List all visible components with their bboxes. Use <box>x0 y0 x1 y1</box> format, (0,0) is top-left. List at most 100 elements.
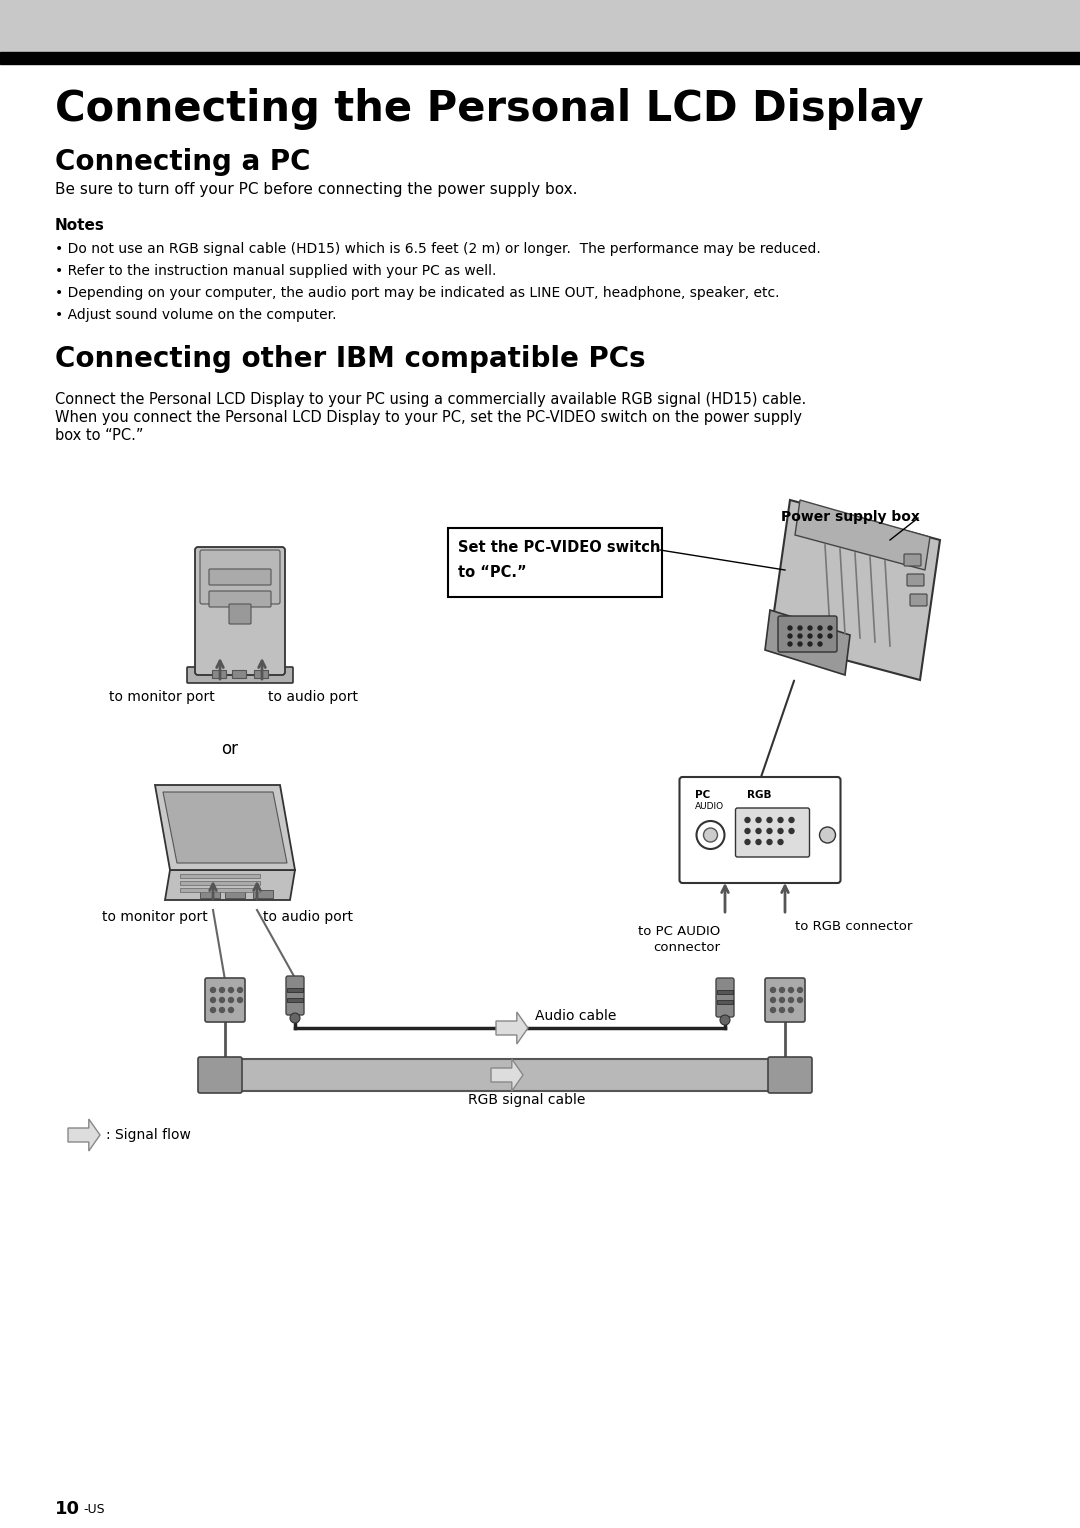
Text: PC: PC <box>694 790 710 801</box>
Circle shape <box>789 817 794 822</box>
Text: • Depending on your computer, the audio port may be indicated as LINE OUT, headp: • Depending on your computer, the audio … <box>55 286 780 299</box>
Polygon shape <box>770 500 940 680</box>
FancyBboxPatch shape <box>910 594 927 607</box>
Polygon shape <box>765 610 850 675</box>
Text: to monitor port: to monitor port <box>109 691 215 704</box>
FancyBboxPatch shape <box>228 1059 782 1091</box>
Text: Connecting other IBM compatible PCs: Connecting other IBM compatible PCs <box>55 345 646 373</box>
Circle shape <box>798 634 802 639</box>
Text: • Refer to the instruction manual supplied with your PC as well.: • Refer to the instruction manual suppli… <box>55 264 497 278</box>
Circle shape <box>756 839 761 845</box>
Circle shape <box>788 634 792 639</box>
Text: AUDIO: AUDIO <box>694 802 724 811</box>
Text: Connecting the Personal LCD Display: Connecting the Personal LCD Display <box>55 89 923 130</box>
Circle shape <box>797 998 802 1002</box>
Circle shape <box>211 987 216 993</box>
Circle shape <box>788 987 794 993</box>
Text: Connect the Personal LCD Display to your PC using a commercially available RGB s: Connect the Personal LCD Display to your… <box>55 393 807 406</box>
Circle shape <box>788 1007 794 1013</box>
Text: box to “PC.”: box to “PC.” <box>55 428 144 443</box>
Circle shape <box>778 817 783 822</box>
Polygon shape <box>163 792 287 863</box>
Polygon shape <box>68 1118 100 1151</box>
Circle shape <box>788 626 792 630</box>
Circle shape <box>818 626 822 630</box>
Circle shape <box>229 998 233 1002</box>
FancyBboxPatch shape <box>210 568 271 585</box>
Text: When you connect the Personal LCD Display to your PC, set the PC-VIDEO switch on: When you connect the Personal LCD Displa… <box>55 410 802 425</box>
Text: to monitor port: to monitor port <box>103 911 208 924</box>
FancyBboxPatch shape <box>200 550 280 604</box>
FancyBboxPatch shape <box>198 1057 242 1093</box>
Circle shape <box>828 626 832 630</box>
Circle shape <box>770 1007 775 1013</box>
Circle shape <box>211 998 216 1002</box>
Text: to audio port: to audio port <box>268 691 357 704</box>
Polygon shape <box>491 1059 523 1091</box>
Circle shape <box>770 998 775 1002</box>
Text: RGB: RGB <box>747 790 772 801</box>
FancyBboxPatch shape <box>735 808 810 857</box>
Circle shape <box>798 626 802 630</box>
Circle shape <box>818 642 822 646</box>
FancyBboxPatch shape <box>716 978 734 1018</box>
Bar <box>200 889 220 898</box>
Text: Notes: Notes <box>55 219 105 232</box>
Circle shape <box>828 634 832 639</box>
Circle shape <box>767 828 772 833</box>
Bar <box>232 669 246 678</box>
Circle shape <box>291 1013 300 1024</box>
Polygon shape <box>496 1012 528 1044</box>
Circle shape <box>780 998 784 1002</box>
Circle shape <box>778 839 783 845</box>
Text: to “PC.”: to “PC.” <box>458 565 527 581</box>
Text: • Do not use an RGB signal cable (HD15) which is 6.5 feet (2 m) or longer.  The : • Do not use an RGB signal cable (HD15) … <box>55 241 821 257</box>
FancyBboxPatch shape <box>205 978 245 1022</box>
Circle shape <box>229 987 233 993</box>
Circle shape <box>697 821 725 850</box>
Bar <box>180 888 260 892</box>
Polygon shape <box>165 869 295 900</box>
Circle shape <box>756 817 761 822</box>
Bar <box>225 889 245 898</box>
Bar <box>0 52 1080 64</box>
Circle shape <box>219 998 225 1002</box>
Circle shape <box>229 1007 233 1013</box>
Circle shape <box>808 642 812 646</box>
Bar <box>180 882 260 885</box>
Polygon shape <box>156 785 295 869</box>
FancyBboxPatch shape <box>187 668 293 683</box>
FancyBboxPatch shape <box>907 575 924 587</box>
Circle shape <box>211 1007 216 1013</box>
Bar <box>287 989 303 992</box>
Circle shape <box>818 634 822 639</box>
FancyBboxPatch shape <box>765 978 805 1022</box>
Circle shape <box>219 987 225 993</box>
FancyBboxPatch shape <box>286 976 303 1015</box>
Circle shape <box>720 1015 730 1025</box>
Text: : Signal flow: : Signal flow <box>106 1128 191 1141</box>
Circle shape <box>703 828 717 842</box>
Circle shape <box>798 642 802 646</box>
Circle shape <box>238 998 243 1002</box>
FancyBboxPatch shape <box>448 529 662 597</box>
Circle shape <box>756 828 761 833</box>
Bar <box>717 999 733 1004</box>
FancyBboxPatch shape <box>229 604 251 623</box>
FancyBboxPatch shape <box>768 1057 812 1093</box>
Bar <box>253 889 273 898</box>
Circle shape <box>745 828 750 833</box>
Bar <box>212 669 226 678</box>
Circle shape <box>501 1071 509 1079</box>
Text: Audio cable: Audio cable <box>535 1008 617 1024</box>
Text: 10: 10 <box>55 1500 80 1517</box>
Circle shape <box>767 839 772 845</box>
Polygon shape <box>795 500 930 570</box>
Bar <box>287 998 303 1002</box>
Circle shape <box>820 827 836 843</box>
Circle shape <box>780 987 784 993</box>
Text: RGB signal cable: RGB signal cable <box>469 1093 585 1106</box>
Text: Power supply box: Power supply box <box>781 510 920 524</box>
Circle shape <box>780 1007 784 1013</box>
Circle shape <box>219 1007 225 1013</box>
